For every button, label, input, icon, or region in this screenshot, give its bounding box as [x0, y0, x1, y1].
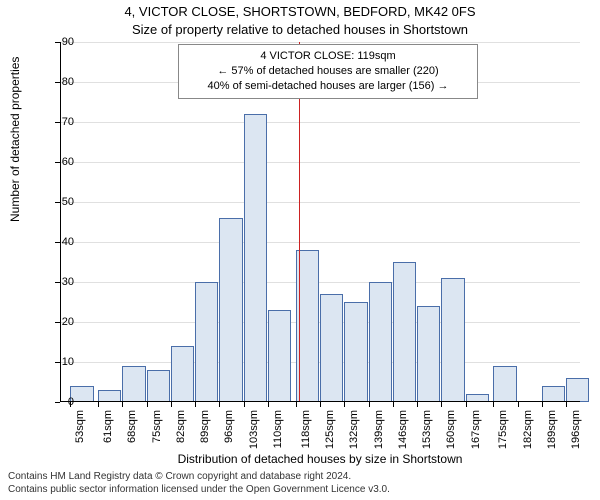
xtick-mark — [518, 402, 519, 407]
xtick-mark — [296, 402, 297, 407]
bar — [147, 370, 170, 402]
xtick-mark — [122, 402, 123, 407]
gridline — [60, 202, 580, 203]
x-axis — [60, 401, 580, 402]
gridline — [60, 242, 580, 243]
xtick-label: 118sqm — [300, 410, 312, 448]
bar — [369, 282, 392, 402]
legend-line-2: ← 57% of detached houses are smaller (22… — [187, 64, 469, 79]
x-axis-label: Distribution of detached houses by size … — [60, 452, 580, 466]
ytick-label: 30 — [44, 276, 74, 288]
xtick-mark — [244, 402, 245, 407]
xtick-mark — [344, 402, 345, 407]
xtick-mark — [417, 402, 418, 407]
bar — [244, 114, 267, 402]
xtick-label: 153sqm — [421, 410, 433, 449]
bar — [542, 386, 565, 402]
xtick-label: 110sqm — [272, 410, 284, 448]
gridline — [60, 162, 580, 163]
bar — [393, 262, 416, 402]
gridline — [60, 122, 580, 123]
xtick-label: 160sqm — [445, 410, 457, 449]
xtick-label: 167sqm — [470, 410, 482, 449]
xtick-mark — [98, 402, 99, 407]
xtick-mark — [369, 402, 370, 407]
xtick-mark — [466, 402, 467, 407]
ytick-label: 90 — [44, 36, 74, 48]
bar — [195, 282, 218, 402]
xtick-label: 182sqm — [522, 410, 534, 449]
bar — [441, 278, 464, 402]
legend-line-3: 40% of semi-detached houses are larger (… — [187, 79, 469, 94]
xtick-mark — [393, 402, 394, 407]
bar — [171, 346, 194, 402]
xtick-label: 75sqm — [151, 410, 163, 443]
xtick-mark — [542, 402, 543, 407]
bar — [344, 302, 367, 402]
ytick-label: 50 — [44, 196, 74, 208]
xtick-mark — [441, 402, 442, 407]
bar — [417, 306, 440, 402]
legend-box: 4 VICTOR CLOSE: 119sqm ← 57% of detached… — [178, 44, 478, 99]
ytick-label: 20 — [44, 316, 74, 328]
xtick-mark — [493, 402, 494, 407]
bar — [268, 310, 291, 402]
ytick-label: 80 — [44, 76, 74, 88]
bar — [219, 218, 242, 402]
xtick-label: 89sqm — [199, 410, 211, 443]
xtick-label: 82sqm — [175, 410, 187, 443]
xtick-label: 53sqm — [74, 410, 86, 443]
xtick-label: 96sqm — [223, 410, 235, 443]
xtick-mark — [147, 402, 148, 407]
gridline — [60, 282, 580, 283]
bar — [566, 378, 589, 402]
xtick-label: 175sqm — [497, 410, 509, 449]
ytick-label: 70 — [44, 116, 74, 128]
xtick-mark — [320, 402, 321, 407]
xtick-mark — [219, 402, 220, 407]
xtick-mark — [566, 402, 567, 407]
xtick-mark — [268, 402, 269, 407]
gridline — [60, 42, 580, 43]
xtick-mark — [195, 402, 196, 407]
xtick-label: 189sqm — [546, 410, 558, 449]
xtick-label: 146sqm — [397, 410, 409, 449]
ytick-label: 0 — [44, 396, 74, 408]
xtick-label: 125sqm — [324, 410, 336, 449]
chart-root: 4, VICTOR CLOSE, SHORTSTOWN, BEDFORD, MK… — [0, 0, 600, 500]
xtick-label: 103sqm — [248, 410, 260, 449]
xtick-label: 139sqm — [373, 410, 385, 449]
xtick-label: 196sqm — [570, 410, 582, 449]
attribution-line-1: Contains HM Land Registry data © Crown c… — [8, 471, 390, 484]
y-axis-label: Number of detached properties — [8, 57, 22, 222]
subtitle: Size of property relative to detached ho… — [0, 22, 600, 37]
address-title: 4, VICTOR CLOSE, SHORTSTOWN, BEDFORD, MK… — [0, 4, 600, 19]
legend-line-1: 4 VICTOR CLOSE: 119sqm — [187, 49, 469, 64]
attribution-line-2: Contains public sector information licen… — [8, 484, 390, 497]
attribution: Contains HM Land Registry data © Crown c… — [8, 471, 390, 496]
ytick-label: 60 — [44, 156, 74, 168]
ytick-label: 40 — [44, 236, 74, 248]
bar — [493, 366, 516, 402]
y-axis — [60, 42, 61, 402]
xtick-label: 61sqm — [102, 410, 114, 443]
xtick-label: 68sqm — [126, 410, 138, 443]
bar — [320, 294, 343, 402]
xtick-mark — [171, 402, 172, 407]
bar — [122, 366, 145, 402]
ytick-label: 10 — [44, 356, 74, 368]
xtick-label: 132sqm — [348, 410, 360, 449]
